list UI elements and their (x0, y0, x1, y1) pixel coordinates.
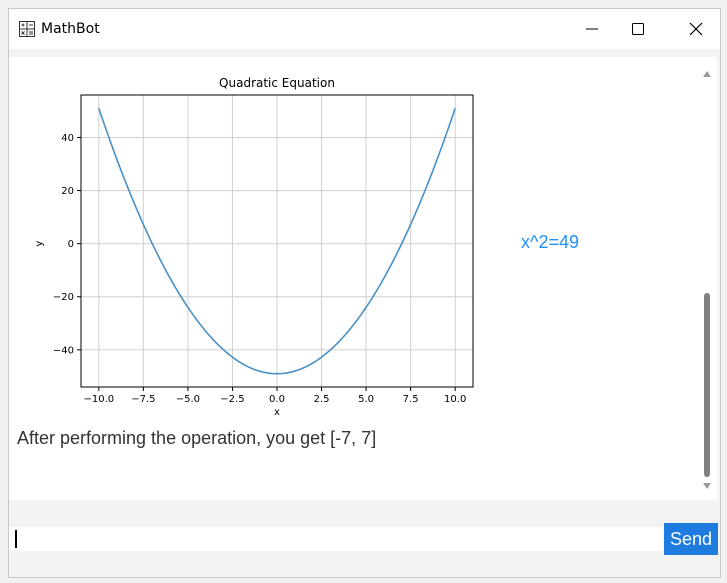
quadratic-chart: −10.0 −7.5 −5.0 −2.5 0.0 2.5 5.0 7.5 10.0 −40 −20 0… (34, 76, 474, 418)
x-tick-label: −5.0 (176, 394, 200, 405)
series-line (98, 108, 456, 375)
maximize-button[interactable] (615, 9, 661, 49)
y-tick-label: 20 (61, 186, 74, 197)
x-tick-label: −10.0 (83, 394, 114, 405)
y-axis-label: y (34, 241, 45, 247)
scroll-down-icon[interactable] (702, 481, 712, 491)
y-tick-label: −20 (53, 292, 74, 303)
y-tick-label: 0 (68, 239, 74, 250)
calculator-icon (19, 21, 35, 37)
message-input[interactable] (15, 529, 655, 549)
app-window: MathBot −10.0 −7.5 −5.0 −2.5 0.0 2.5 5.0 7.5 10.… (8, 8, 721, 578)
x-tick-label: 7.5 (403, 394, 419, 405)
x-axis-label: x (274, 407, 280, 418)
scroll-up-icon[interactable] (702, 69, 712, 79)
window-title: MathBot (41, 21, 100, 37)
x-tick-label: 10.0 (444, 394, 466, 405)
title-bar[interactable]: MathBot (9, 9, 720, 49)
message-input-container[interactable] (9, 527, 663, 551)
maximize-icon (632, 23, 644, 35)
minimize-icon (586, 28, 598, 30)
scrollbar-thumb[interactable] (704, 293, 710, 477)
text-caret (15, 530, 17, 548)
send-button[interactable]: Send (664, 523, 718, 555)
vertical-scrollbar[interactable] (697, 57, 717, 500)
bot-message: After performing the operation, you get … (17, 428, 377, 448)
minimize-button[interactable] (569, 9, 615, 49)
x-tick-label: 0.0 (269, 394, 285, 405)
x-tick-label: 5.0 (358, 394, 374, 405)
chart-title: Quadratic Equation (219, 76, 335, 90)
x-tick-label: −7.5 (131, 394, 155, 405)
y-tick-label: −40 (53, 345, 74, 356)
y-tick-label: 40 (61, 133, 74, 144)
close-button[interactable] (673, 9, 719, 49)
x-tick-label: −2.5 (220, 394, 244, 405)
x-tick-label: 2.5 (314, 394, 330, 405)
result-text: x^2=49 (521, 232, 579, 252)
close-icon (689, 22, 703, 36)
chat-area: −10.0 −7.5 −5.0 −2.5 0.0 2.5 5.0 7.5 10.0 −40 −20 0… (9, 57, 697, 500)
